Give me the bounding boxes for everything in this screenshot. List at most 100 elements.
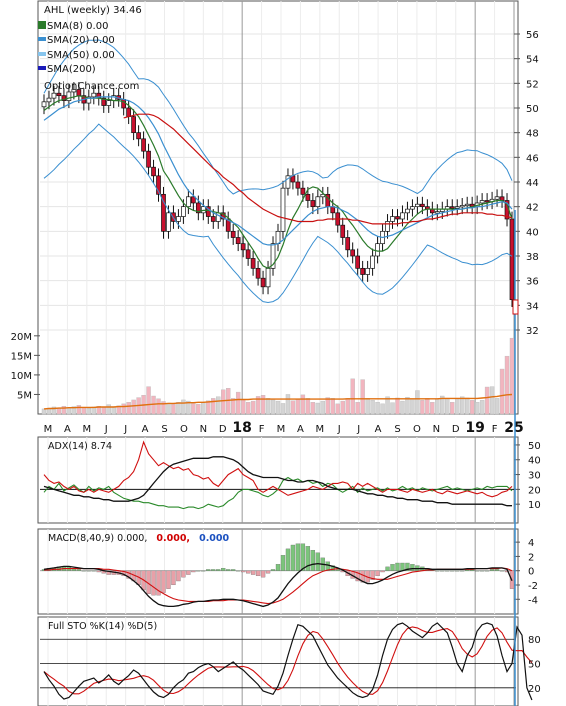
macd-histogram-bar [330,565,335,571]
macd-histogram-bar [474,570,480,572]
stochastic-tick-label: 50 [528,660,541,671]
macd-histogram-bar [285,548,291,571]
legend-swatch-sma200 [38,66,46,70]
macd-histogram-bar [106,570,111,575]
macd-histogram-bar [151,570,156,596]
adx-tick-label: 10 [528,500,541,511]
x-tick-label: 25 [504,420,523,436]
volume-bar [161,401,166,415]
macd-histogram-bar [171,570,176,586]
volume-bar [171,404,176,415]
x-tick-label: D [219,424,227,435]
macd-line [43,562,513,608]
volume-bar [315,402,321,415]
x-tick-label: S [161,424,167,435]
macd-histogram-bar [445,570,450,572]
macd-histogram-bar [221,567,226,571]
macd-tick-label: -2 [528,581,538,592]
macd-histogram-bar [176,570,181,582]
price-tick-label: 36 [526,277,539,288]
adx-tick-label: 30 [528,471,541,482]
volume-bar [390,402,395,415]
macd-histogram-bar [405,562,410,571]
candle-down [146,150,151,168]
macd-histogram-bar [315,552,320,571]
candle-up [370,255,375,269]
macd-histogram-bar [166,570,171,589]
lower-band-line [43,123,513,304]
candle-down [131,116,136,134]
candle-up [66,91,72,101]
x-tick-label: O [180,424,188,435]
stochastic-tick-label: 80 [528,635,541,646]
x-tick-label: J [104,424,108,435]
stochastic-panel-frame [37,616,519,706]
candle-up [390,216,395,222]
candle-down [509,218,515,301]
macd-main-label: MACD(8,40,9) 0.000, [48,533,147,544]
volume-bar [211,398,216,415]
volume-bar [474,402,480,415]
macd-histogram-bar [231,569,236,571]
candle-down [300,187,306,195]
volume-bar [245,402,251,415]
volume-bar [479,400,485,415]
price-tick-label: 54 [526,55,539,66]
x-tick-label: M [44,424,53,435]
volume-ma-line [43,393,513,410]
volume-bar [509,337,515,415]
x-tick-label: F [259,424,265,435]
stochastic-tick-label: 20 [528,684,541,695]
x-tick-label: A [375,424,382,435]
watermark: OptionChance.com [44,81,139,92]
macd-histogram-bar [260,570,266,578]
macd-histogram-bar [395,562,400,571]
candle-up [280,187,286,232]
x-tick-label: 18 [232,420,251,436]
volume-bar [146,386,151,415]
volume-bar [131,399,136,415]
price-panel-frame [37,0,519,415]
macd-layer [40,543,516,608]
volume-bar [56,408,62,415]
volume-bar [86,407,92,415]
volume-bar [295,399,301,415]
macd-histogram-bar [335,569,340,571]
volume-bar [275,400,281,415]
candle-down [355,255,361,269]
candle-down [255,267,261,279]
candle-down [230,230,236,238]
candle-up [479,200,485,204]
macd-histogram-bar [236,570,241,572]
macd-tick-label: 2 [528,552,534,563]
volume-bar [285,394,291,415]
volume-bar [121,403,126,415]
macd-histogram-bar [275,564,281,571]
candle-up [86,96,92,104]
volume-bar [504,355,510,415]
candle-up [186,196,191,208]
x-tick-label: J [123,424,127,435]
volume-bar [240,399,246,415]
candle-up [410,206,415,210]
macd-histogram-bar [76,569,82,571]
candle-down [235,237,241,245]
macd-histogram-bar [86,570,91,572]
volume-bar [201,402,206,415]
candle-down [449,206,455,209]
volume-bar [265,398,271,415]
candle-down [245,249,251,259]
macd-histogram-bar [499,570,505,572]
x-tick-label: N [433,424,440,435]
candle-up [41,101,47,108]
candle-up [415,203,420,208]
macd-histogram-bar [300,543,306,571]
legend-label-sma50: SMA(50) 0.00 [47,50,115,61]
macd-histogram-bar [489,569,495,571]
volume-bar [76,405,82,415]
volume-bar [126,402,131,415]
x-tick-label: M [83,424,92,435]
macd-label: MACD(8,40,9) 0.000, 0.000, 0.000 [48,533,230,544]
x-tick-label: A [64,424,71,435]
volume-bar [156,398,161,415]
